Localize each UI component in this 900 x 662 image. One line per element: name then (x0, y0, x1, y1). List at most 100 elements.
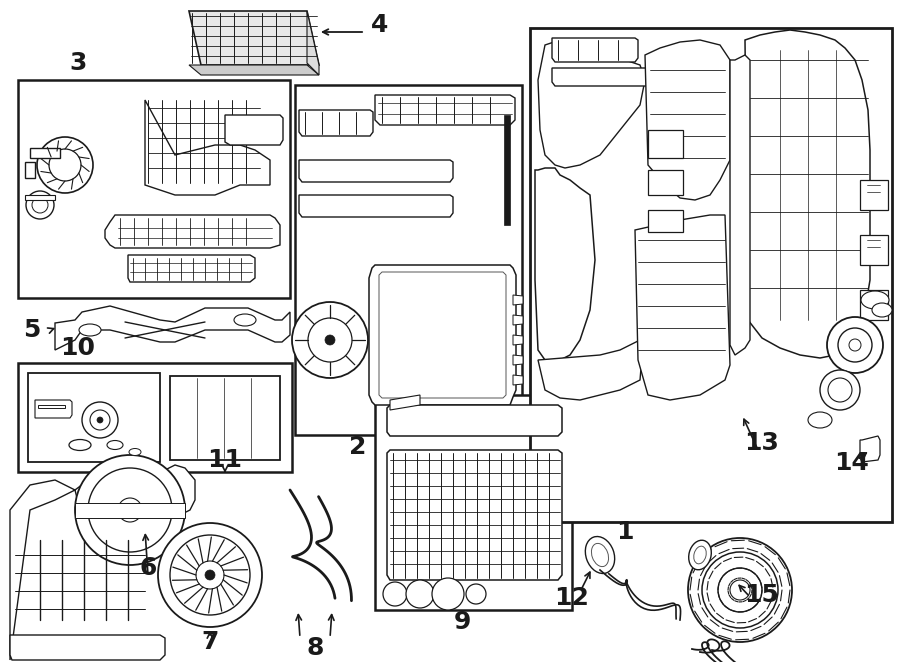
Circle shape (82, 402, 118, 438)
Circle shape (37, 137, 93, 193)
Circle shape (828, 378, 852, 402)
Polygon shape (25, 195, 55, 200)
Ellipse shape (79, 324, 101, 336)
Circle shape (383, 582, 407, 606)
Circle shape (406, 580, 434, 608)
Text: 9: 9 (454, 610, 471, 634)
Circle shape (849, 339, 861, 351)
Polygon shape (35, 400, 72, 418)
Polygon shape (513, 335, 523, 345)
Circle shape (97, 417, 103, 423)
Text: 10: 10 (60, 336, 95, 360)
Circle shape (205, 570, 215, 580)
Text: 13: 13 (744, 431, 779, 455)
Polygon shape (387, 450, 562, 580)
Circle shape (170, 535, 250, 615)
Polygon shape (189, 11, 319, 65)
Circle shape (730, 580, 750, 600)
Ellipse shape (69, 440, 91, 451)
Bar (648, 130, 683, 158)
Polygon shape (379, 272, 506, 398)
Bar (648, 170, 683, 195)
Polygon shape (10, 635, 165, 660)
Polygon shape (105, 215, 280, 248)
Polygon shape (538, 320, 645, 400)
Ellipse shape (107, 440, 123, 449)
Polygon shape (369, 265, 516, 405)
Circle shape (827, 317, 883, 373)
Polygon shape (75, 503, 185, 518)
Polygon shape (299, 110, 373, 136)
Circle shape (118, 498, 142, 522)
Circle shape (308, 318, 352, 362)
Polygon shape (745, 30, 870, 358)
Polygon shape (535, 168, 595, 360)
Bar (860, 290, 888, 320)
Bar (530, 28, 892, 522)
Bar (375, 395, 572, 610)
Ellipse shape (694, 546, 706, 564)
Ellipse shape (585, 536, 615, 573)
Polygon shape (635, 215, 730, 400)
Text: 5: 5 (23, 318, 40, 342)
Circle shape (158, 523, 262, 627)
Polygon shape (55, 306, 290, 350)
Ellipse shape (129, 448, 141, 455)
Polygon shape (513, 375, 523, 385)
Polygon shape (299, 195, 453, 217)
Bar (860, 180, 888, 210)
Bar (28, 373, 160, 462)
Polygon shape (10, 465, 195, 660)
Circle shape (432, 578, 464, 610)
Polygon shape (225, 115, 283, 145)
Bar (18, 80, 290, 298)
Text: 12: 12 (554, 586, 590, 610)
Bar (648, 210, 683, 232)
Text: 14: 14 (834, 451, 869, 475)
Text: 4: 4 (372, 13, 389, 37)
Circle shape (325, 335, 335, 345)
Circle shape (838, 328, 872, 362)
Polygon shape (730, 55, 750, 355)
Polygon shape (30, 148, 60, 158)
Bar (18, 363, 292, 472)
Text: 7: 7 (202, 630, 219, 654)
Ellipse shape (688, 540, 711, 570)
Bar (295, 85, 522, 435)
Ellipse shape (591, 544, 608, 567)
Ellipse shape (808, 412, 832, 428)
Polygon shape (189, 65, 319, 75)
Polygon shape (38, 405, 65, 408)
Text: 2: 2 (349, 435, 366, 459)
Text: 8: 8 (306, 636, 324, 660)
Polygon shape (513, 355, 523, 365)
Polygon shape (145, 100, 270, 195)
Circle shape (90, 410, 110, 430)
Polygon shape (513, 295, 523, 305)
Polygon shape (128, 255, 255, 282)
Circle shape (26, 191, 54, 219)
Polygon shape (390, 395, 420, 410)
Circle shape (88, 468, 172, 552)
Polygon shape (387, 405, 562, 436)
Circle shape (49, 149, 81, 181)
Bar (504, 115, 510, 225)
Polygon shape (552, 68, 683, 86)
Text: 6: 6 (140, 556, 157, 580)
Ellipse shape (872, 303, 892, 317)
Ellipse shape (234, 314, 256, 326)
Ellipse shape (861, 291, 889, 309)
Polygon shape (375, 95, 515, 125)
Circle shape (718, 568, 762, 612)
Text: 11: 11 (208, 448, 242, 472)
Polygon shape (645, 40, 730, 200)
Circle shape (292, 302, 368, 378)
Polygon shape (25, 162, 35, 178)
Polygon shape (513, 315, 523, 325)
Polygon shape (307, 11, 319, 75)
Circle shape (820, 370, 860, 410)
Circle shape (466, 584, 486, 604)
Text: 3: 3 (69, 51, 86, 75)
Bar (170, 376, 280, 460)
Circle shape (196, 561, 224, 589)
